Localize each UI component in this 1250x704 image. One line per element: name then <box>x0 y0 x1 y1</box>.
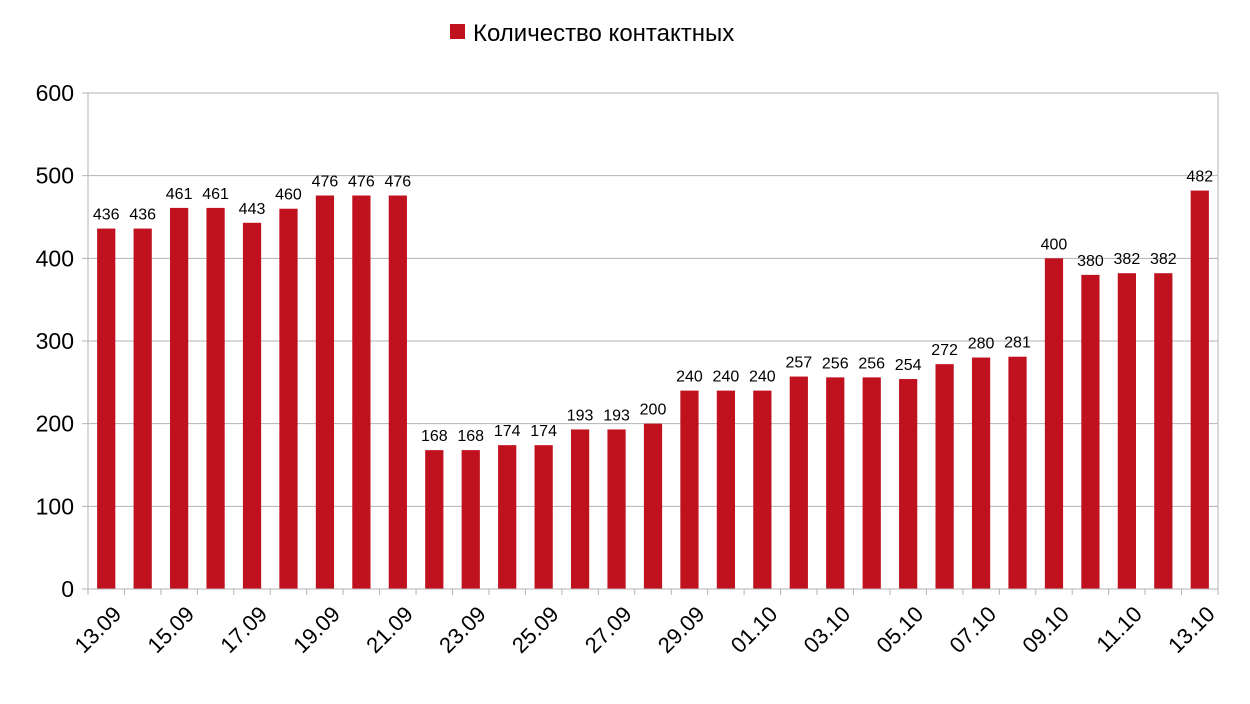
y-tick-label: 100 <box>36 493 74 519</box>
data-label: 240 <box>749 369 776 386</box>
data-label: 400 <box>1041 236 1068 253</box>
bar <box>1117 273 1136 589</box>
bar <box>97 228 116 589</box>
data-label: 256 <box>858 355 885 372</box>
data-label: 168 <box>421 428 448 445</box>
x-tick-label: 05.10 <box>872 601 929 658</box>
bar <box>498 445 517 589</box>
bars <box>97 190 1209 590</box>
bar <box>315 195 335 590</box>
bar <box>461 450 480 589</box>
data-label: 380 <box>1077 253 1104 270</box>
x-tick-label: 11.10 <box>1091 601 1146 656</box>
bar <box>388 195 407 590</box>
data-label: 254 <box>895 357 922 374</box>
bar <box>1081 274 1100 589</box>
y-axis-ticks: 0 100 200 300 400 500 600 <box>36 80 88 602</box>
data-label: 476 <box>348 174 375 191</box>
x-tick-label: 09.10 <box>1017 601 1074 658</box>
bar <box>206 207 225 589</box>
data-label: 482 <box>1186 169 1213 186</box>
bar <box>279 208 298 589</box>
x-tick-label: 17.09 <box>215 601 272 658</box>
bar <box>899 379 918 589</box>
legend-label: Количество контактных <box>473 20 734 47</box>
bar <box>680 390 699 589</box>
x-tick-label: 01.10 <box>726 601 783 658</box>
x-tick-label: 13.10 <box>1163 601 1220 658</box>
bar <box>170 207 189 589</box>
x-tick-label: 27.09 <box>580 601 637 658</box>
x-tick-label: 21.09 <box>361 601 418 658</box>
bar <box>425 450 444 589</box>
bar <box>935 364 954 589</box>
legend: Количество контактных <box>450 20 734 47</box>
data-label: 436 <box>93 207 120 224</box>
y-tick-label: 300 <box>36 328 74 354</box>
legend-swatch <box>450 24 465 39</box>
x-tick-label: 03.10 <box>799 601 856 658</box>
data-label: 382 <box>1150 251 1177 268</box>
data-label: 174 <box>494 423 521 440</box>
bar <box>716 390 736 589</box>
bar <box>1154 273 1173 589</box>
data-label: 460 <box>275 187 302 204</box>
x-tick-label: 13.09 <box>70 601 127 658</box>
bar <box>753 390 772 589</box>
data-label: 174 <box>530 423 557 440</box>
data-label: 281 <box>1004 335 1031 352</box>
bar <box>1190 190 1209 589</box>
x-tick-label: 25.09 <box>507 601 564 658</box>
bar <box>607 429 626 589</box>
x-tick-label: 15.09 <box>142 601 199 658</box>
data-label: 476 <box>312 174 339 191</box>
data-label: 382 <box>1114 251 1141 268</box>
bar <box>1044 258 1064 589</box>
bar <box>570 429 590 589</box>
bar <box>352 195 371 590</box>
data-label: 280 <box>968 336 995 353</box>
bar <box>534 445 553 589</box>
data-label: 461 <box>166 186 193 203</box>
bar <box>133 228 152 589</box>
y-tick-label: 200 <box>36 411 74 437</box>
bar <box>1008 356 1027 589</box>
data-label: 436 <box>129 207 156 224</box>
data-label: 461 <box>202 186 229 203</box>
x-tick-label: 19.09 <box>288 601 345 658</box>
bar <box>643 423 663 589</box>
data-label: 256 <box>822 355 849 372</box>
x-tick-label: 07.10 <box>944 601 1001 658</box>
data-label: 168 <box>457 428 484 445</box>
y-tick-label: 500 <box>36 163 74 189</box>
bar <box>826 377 845 589</box>
y-tick-label: 0 <box>61 576 74 602</box>
bar <box>242 222 262 589</box>
y-tick-label: 600 <box>36 80 74 106</box>
data-label: 272 <box>931 342 958 359</box>
data-label: 240 <box>676 369 703 386</box>
x-axis-ticks: 13.09 15.09 17.09 19.09 21.09 23.09 25.09 27.09… <box>70 588 1220 658</box>
data-label: 200 <box>640 402 667 419</box>
data-label: 476 <box>384 174 411 191</box>
data-label: 443 <box>239 201 266 218</box>
data-label: 257 <box>785 355 812 372</box>
y-tick-label: 400 <box>36 245 74 271</box>
bar <box>862 377 881 589</box>
data-label: 193 <box>603 407 630 424</box>
bar <box>789 376 808 589</box>
x-tick-label: 23.09 <box>434 601 491 658</box>
data-label: 193 <box>567 407 594 424</box>
data-label: 240 <box>713 369 740 386</box>
x-tick-label: 29.09 <box>653 601 710 658</box>
data-labels: 436 436 461 461 443 460 476 476 476 168 168 174 174 1… <box>93 169 1213 446</box>
bar <box>971 357 991 589</box>
